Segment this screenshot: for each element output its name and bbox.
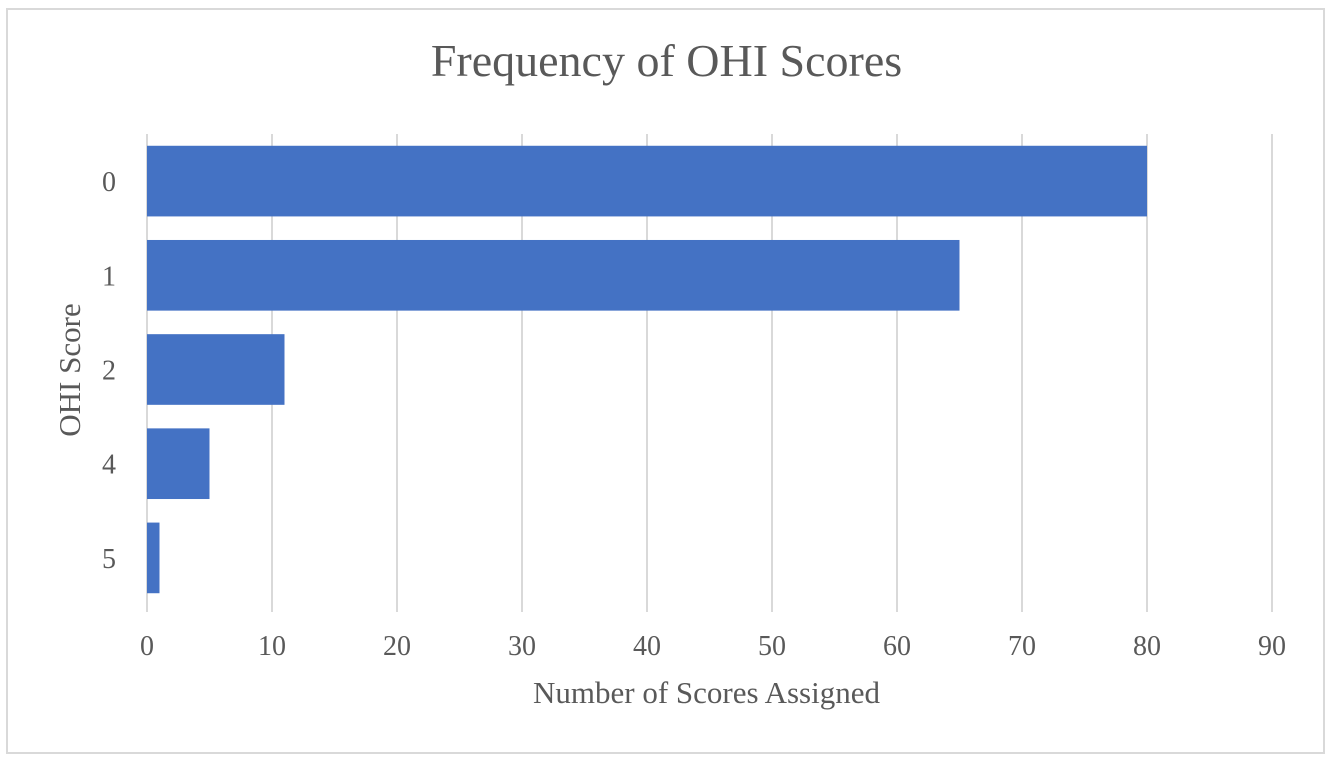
x-tick-label: 10 bbox=[258, 631, 286, 662]
bar-score-2 bbox=[147, 334, 285, 405]
y-axis-title: OHI Score bbox=[52, 303, 87, 436]
x-tick-label: 60 bbox=[883, 631, 911, 662]
x-axis-title: Number of Scores Assigned bbox=[533, 675, 880, 710]
x-tick-label: 70 bbox=[1008, 631, 1036, 662]
x-tick-label: 30 bbox=[508, 631, 536, 662]
bar-score-4 bbox=[147, 428, 210, 500]
y-tick-label: 2 bbox=[102, 356, 116, 387]
x-tick-label: 90 bbox=[1258, 631, 1286, 662]
x-tick-labels: 0 10 20 30 40 50 60 70 80 90 bbox=[140, 631, 1286, 662]
y-tick-label: 0 bbox=[102, 167, 116, 198]
y-tick-label: 4 bbox=[102, 450, 116, 481]
x-tick-label: 50 bbox=[758, 631, 786, 662]
x-tick-label: 80 bbox=[1133, 631, 1161, 662]
chart-title: Frequency of OHI Scores bbox=[430, 35, 903, 86]
bar-score-5 bbox=[147, 522, 160, 594]
x-tick-label: 40 bbox=[633, 631, 661, 662]
bar-score-1 bbox=[147, 239, 960, 311]
y-tick-label: 5 bbox=[102, 544, 116, 575]
y-tick-label: 1 bbox=[102, 261, 116, 292]
y-tick-labels: 0 1 2 4 5 bbox=[102, 167, 116, 575]
x-tick-label: 0 bbox=[140, 631, 154, 662]
bar-score-0 bbox=[147, 145, 1147, 217]
x-tick-label: 20 bbox=[383, 631, 411, 662]
bars bbox=[147, 145, 1147, 594]
